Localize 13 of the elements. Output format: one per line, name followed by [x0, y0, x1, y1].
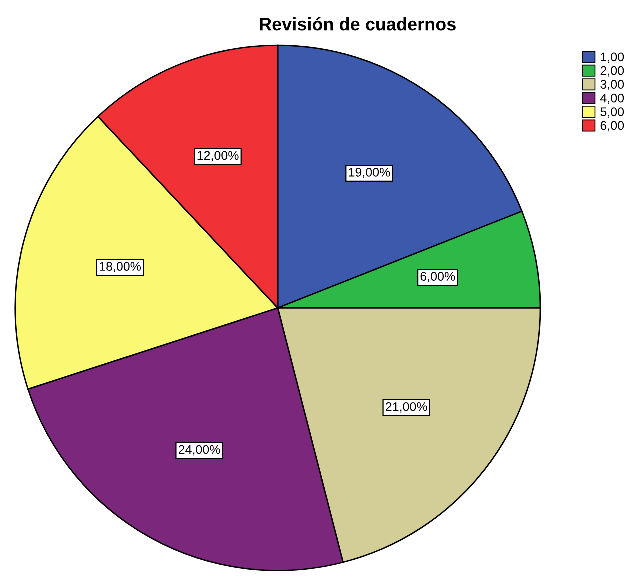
data-label: 18,00% — [100, 262, 142, 273]
chart-title: Revisión de cuadernos — [260, 17, 456, 31]
data-label: 19,00% — [349, 168, 390, 178]
data-label: 24,00% — [178, 445, 220, 456]
legend-label: 4,00 — [600, 94, 624, 104]
data-label: 21,00% — [386, 402, 428, 413]
legend-label: 5,00 — [600, 108, 624, 118]
legend-label: 3,00 — [600, 80, 624, 90]
data-label: 12,00% — [198, 151, 239, 162]
legend-label: 2,00 — [600, 66, 624, 77]
legend-label: 6,00 — [600, 121, 624, 132]
legend-label: 1,00 — [601, 52, 624, 64]
data-label: 6,00% — [420, 272, 456, 282]
